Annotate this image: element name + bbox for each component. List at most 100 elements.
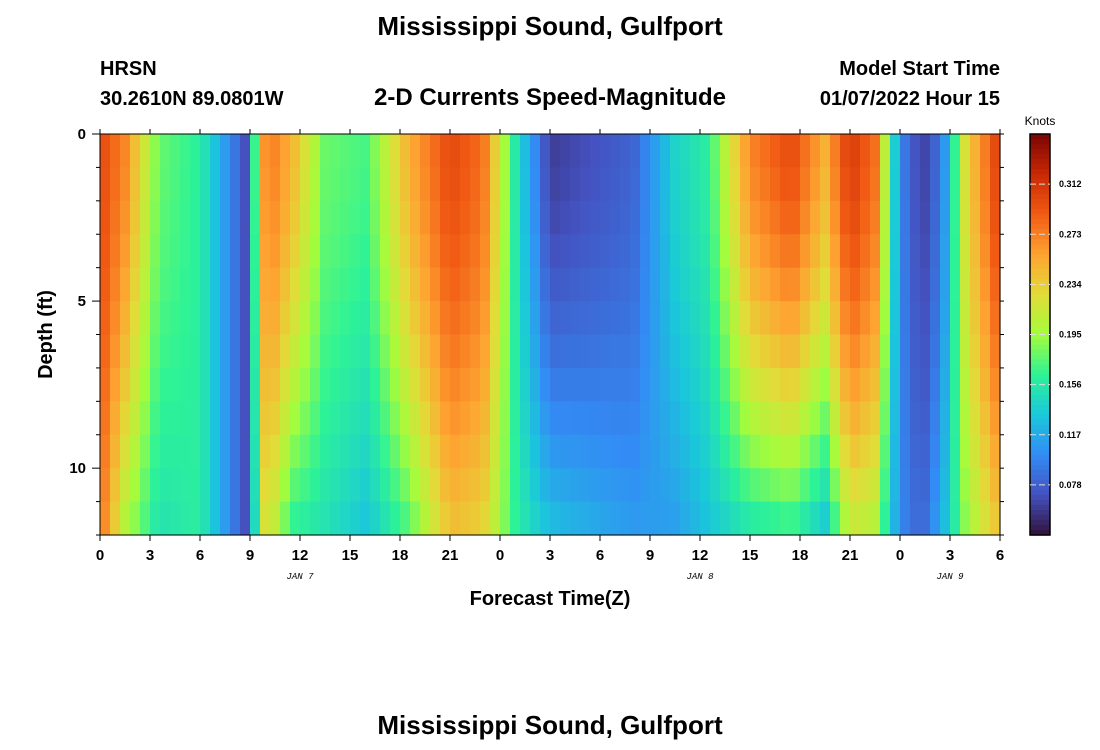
heatmap-cell [330, 267, 341, 302]
heatmap-cell [480, 134, 491, 169]
heatmap-cell [890, 334, 901, 369]
heatmap-cell [340, 401, 351, 436]
heatmap-cell [590, 134, 601, 169]
heatmap-cell [220, 434, 231, 469]
colorbar: Knots 0.312 0.273 0.234 0.195 0.156 0.117 0.078 [1025, 114, 1082, 536]
heatmap-cell [890, 301, 901, 336]
x-tick-label: 9 [246, 547, 254, 564]
colorbar-segment [1030, 284, 1050, 290]
colorbar-segment [1030, 379, 1050, 386]
heatmap-cell [650, 134, 661, 169]
colorbar-segment [1030, 239, 1050, 245]
heatmap-cell [390, 334, 401, 369]
heatmap-cell [110, 334, 121, 369]
heatmap-cell [460, 501, 471, 536]
heatmap-cell [310, 468, 321, 503]
heatmap-cell [400, 267, 411, 302]
heatmap-cell [680, 401, 691, 436]
heatmap-cell [610, 334, 621, 369]
heatmap-cell [250, 434, 261, 469]
heatmap-cell [290, 401, 301, 436]
heatmap-cell [710, 434, 721, 469]
heatmap-cell [990, 401, 1001, 436]
heatmap-cell [230, 434, 241, 469]
heatmap-cell [140, 234, 151, 269]
x-tick-label: 3 [946, 547, 954, 564]
heatmap-cell [540, 200, 551, 235]
heatmap-cell [440, 501, 451, 536]
heatmap-cell [490, 200, 501, 235]
heatmap-cell [760, 234, 771, 269]
heatmap-cell [830, 434, 841, 469]
heatmap-cell [800, 367, 811, 402]
heatmap-cell [830, 501, 841, 536]
heatmap-cell [630, 134, 641, 169]
heatmap-cell [620, 434, 631, 469]
heatmap-cell [160, 267, 171, 302]
heatmap-cell [550, 200, 561, 235]
heatmap-cell [900, 301, 911, 336]
heatmap-cell [970, 501, 981, 536]
heatmap-cell [560, 468, 571, 503]
heatmap-cell [620, 301, 631, 336]
heatmap-cell [550, 334, 561, 369]
heatmap-cell [280, 501, 291, 536]
heatmap-cell [560, 401, 571, 436]
heatmap-cell [650, 468, 661, 503]
heatmap-cell [680, 301, 691, 336]
heatmap-cell [260, 367, 271, 402]
heatmap-cell [590, 501, 601, 536]
heatmap-cell [960, 468, 971, 503]
heatmap-cell [250, 234, 261, 269]
heatmap-cell [770, 468, 781, 503]
heatmap-cell [610, 401, 621, 436]
heatmap-cell [640, 468, 651, 503]
heatmap-cell [520, 234, 531, 269]
heatmap-cell [540, 234, 551, 269]
heatmap-cell [950, 334, 961, 369]
heatmap-cell [250, 134, 261, 169]
heatmap-cell [350, 200, 361, 235]
heatmap-cell [320, 267, 331, 302]
heatmap-cell [980, 501, 991, 536]
heatmap-cell [840, 334, 851, 369]
heatmap-cell [290, 267, 301, 302]
heatmap-cell [850, 134, 861, 169]
heatmap-cell [350, 234, 361, 269]
heatmap-cell [220, 501, 231, 536]
heatmap-cell [710, 267, 721, 302]
heatmap-cell [790, 501, 801, 536]
heatmap-cell [940, 468, 951, 503]
heatmap-cell [930, 167, 941, 202]
y-axis-label: Depth (ft) [35, 290, 57, 379]
heatmap-cell [410, 401, 421, 436]
colorbar-segment [1030, 314, 1050, 321]
heatmap-cell [130, 334, 141, 369]
y-tick-label: 0 [78, 126, 86, 143]
heatmap-cell [110, 301, 121, 336]
heatmap-cell [910, 501, 921, 536]
heatmap-cell [910, 200, 921, 235]
heatmap-cell [540, 401, 551, 436]
heatmap-cell [780, 267, 791, 302]
heatmap-cell [800, 234, 811, 269]
heatmap-cell [170, 267, 181, 302]
heatmap-cell [500, 434, 511, 469]
heatmap-cell [520, 167, 531, 202]
heatmap-cell [930, 267, 941, 302]
heatmap-cell [260, 434, 271, 469]
heatmap-cell [750, 334, 761, 369]
heatmap-cell [500, 234, 511, 269]
heatmap-cell [970, 401, 981, 436]
heatmap-cell [990, 301, 1001, 336]
heatmap-cell [570, 468, 581, 503]
heatmap-cell [170, 334, 181, 369]
heatmap-cell [630, 301, 641, 336]
heatmap-cell [350, 134, 361, 169]
heatmap-cell [680, 334, 691, 369]
heatmap-cell [830, 267, 841, 302]
heatmap-cell [760, 267, 771, 302]
heatmap-cell [120, 334, 131, 369]
heatmap-cell [570, 501, 581, 536]
heatmap-cell [950, 501, 961, 536]
